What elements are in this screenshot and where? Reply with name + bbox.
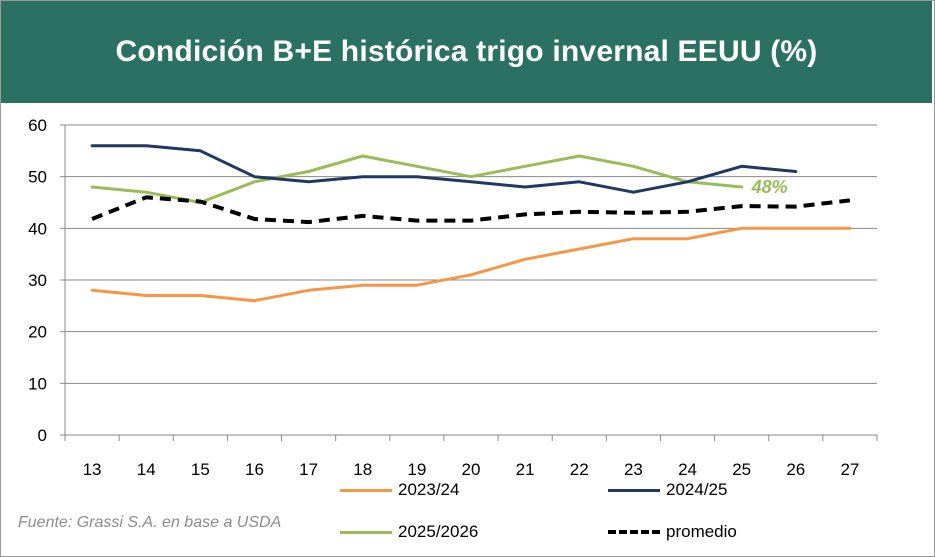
x-tick-label: 23 <box>624 460 643 479</box>
y-axis-ticks: 0 10 20 30 40 50 60 <box>28 116 65 445</box>
x-tick-label: 26 <box>786 460 805 479</box>
x-tick-label: 16 <box>245 460 264 479</box>
legend-label: promedio <box>666 522 737 541</box>
y-tick-label: 40 <box>28 219 47 238</box>
legend-swatch <box>608 530 660 534</box>
legend-label: 2025/2026 <box>398 522 479 541</box>
x-tick-label: 17 <box>299 460 318 479</box>
x-tick-label: 20 <box>462 460 481 479</box>
legend-swatch <box>608 488 660 492</box>
series-lines <box>90 144 852 303</box>
x-tick-label: 13 <box>83 460 102 479</box>
y-tick-label: 10 <box>28 374 47 393</box>
legend-label: 2023/24 <box>398 480 460 499</box>
title-banner: Condición B+E histórica trigo invernal E… <box>1 1 932 103</box>
x-tick-label: 15 <box>191 460 210 479</box>
x-axis-ticks: 13 14 15 16 17 18 19 20 21 22 23 24 25 26 27 <box>64 435 878 479</box>
x-tick-label: 24 <box>678 460 697 479</box>
x-tick-label: 25 <box>732 460 751 479</box>
legend-item: 2025/2026 <box>340 522 478 542</box>
y-tick-label: 0 <box>38 426 47 445</box>
y-tick-label: 50 <box>28 168 47 187</box>
annotation-label: 48% <box>751 177 788 197</box>
x-tick-label: 19 <box>407 460 426 479</box>
y-tick-label: 30 <box>28 271 47 290</box>
x-tick-label: 14 <box>137 460 156 479</box>
legend-swatch <box>340 530 392 534</box>
x-tick-label: 22 <box>570 460 589 479</box>
x-tick-label: 27 <box>840 460 859 479</box>
y-tick-label: 60 <box>28 116 47 135</box>
legend-item: promedio <box>608 522 737 542</box>
series-line-promedio <box>91 195 851 225</box>
legend-label: 2024/25 <box>666 480 728 499</box>
chart-title: Condición B+E histórica trigo invernal E… <box>115 35 818 68</box>
y-tick-label: 20 <box>28 323 47 342</box>
series-line-2024-25 <box>90 144 798 194</box>
series-line-2025-2026 <box>90 154 744 204</box>
annotations: 48% <box>751 177 788 197</box>
x-tick-label: 18 <box>353 460 372 479</box>
x-tick-label: 21 <box>516 460 535 479</box>
source-note: Fuente: Grassi S.A. en base a USDA <box>18 514 282 531</box>
legend-item: 2024/25 <box>608 480 727 500</box>
legend-item: 2023/24 <box>340 480 459 500</box>
gridlines <box>65 124 877 384</box>
legend-swatch <box>340 488 392 492</box>
series-line-2023-24 <box>90 226 852 303</box>
